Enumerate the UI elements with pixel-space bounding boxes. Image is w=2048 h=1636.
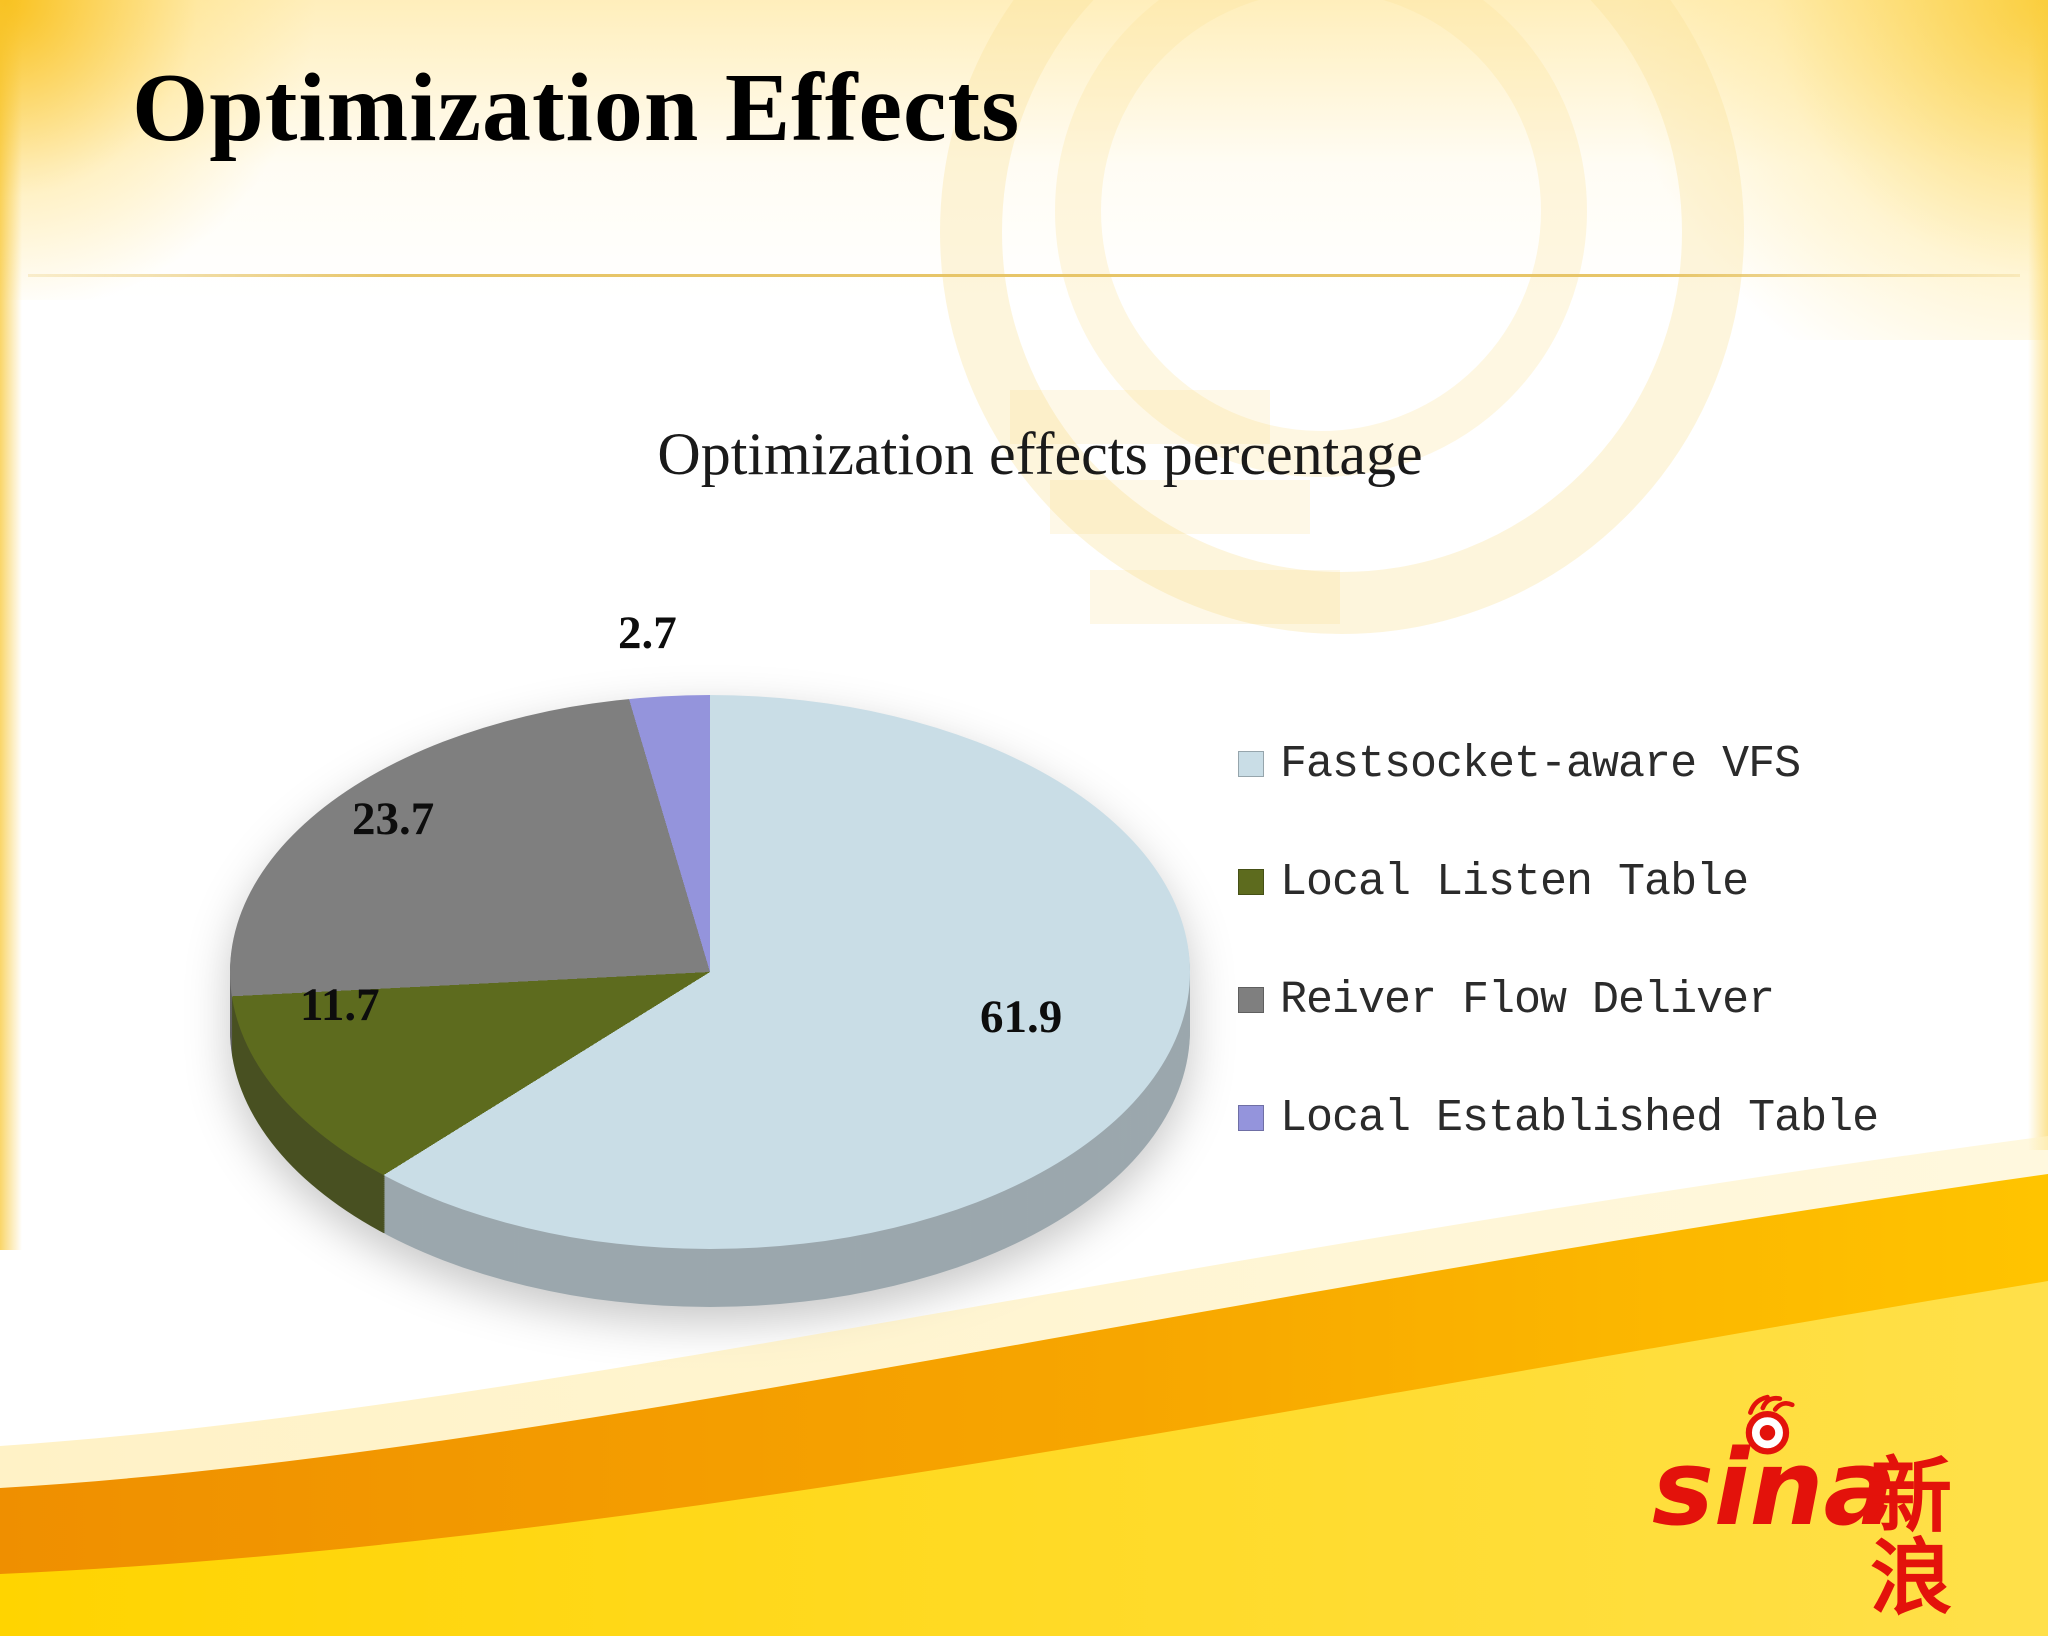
- legend-label: Reiver Flow Deliver: [1280, 974, 1775, 1026]
- page-title: Optimization Effects: [132, 54, 1021, 162]
- pie-value-label: 11.7: [300, 979, 380, 1031]
- background-ornament: [2028, 0, 2048, 1150]
- pie-value-label: 2.7: [618, 607, 677, 659]
- legend-swatch-icon: [1238, 751, 1264, 777]
- background-ornament: [0, 0, 22, 1250]
- legend-item: Reiver Flow Deliver: [1238, 974, 1878, 1026]
- bottom-swoosh: [0, 1136, 2048, 1636]
- background-ornament: [1588, 0, 2048, 340]
- legend-label: Fastsocket-aware VFS: [1280, 738, 1801, 790]
- chart-title: Optimization effects percentage: [657, 421, 1423, 487]
- legend-item: Local Listen Table: [1238, 856, 1878, 908]
- sina-wordmark: sina: [1652, 1427, 1894, 1549]
- legend-label: Local Listen Table: [1280, 856, 1749, 908]
- legend-item: Fastsocket-aware VFS: [1238, 738, 1878, 790]
- sina-logo: sina 新浪: [1652, 1394, 2012, 1620]
- legend-item: Local Established Table: [1238, 1092, 1879, 1144]
- title-divider: [28, 274, 2020, 277]
- chart-legend: Fastsocket-aware VFS Local Listen Table …: [1238, 738, 1879, 1210]
- sina-cjk-wordmark: 新浪: [1870, 1449, 1955, 1626]
- sina-eye-icon: [1745, 1394, 1795, 1455]
- legend-swatch-icon: [1238, 987, 1264, 1013]
- pie-chart: [230, 695, 1190, 1309]
- legend-label: Local Established Table: [1280, 1092, 1879, 1144]
- background-ornament: [1055, 0, 1587, 477]
- legend-swatch-icon: [1238, 1105, 1264, 1131]
- pie-value-label: 61.9: [980, 991, 1063, 1043]
- background-ornament: [940, 0, 1744, 634]
- legend-swatch-icon: [1238, 869, 1264, 895]
- pie-value-label: 23.7: [352, 793, 435, 845]
